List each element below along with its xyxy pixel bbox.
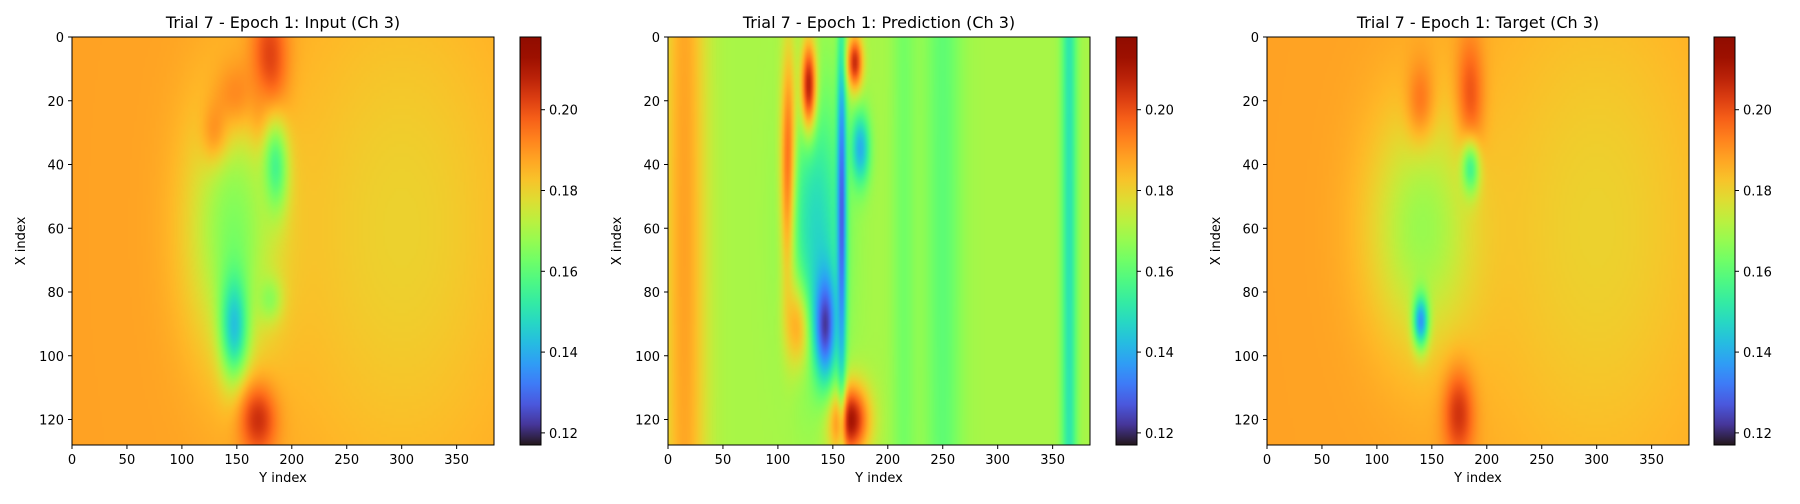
chart-panel-1: Trial 7 - Epoch 1: Input (Ch 3) 0 50 100 150… (14, 13, 578, 486)
colorbar-tick-label: 0.18 (549, 185, 578, 200)
x-tick-label: 50 (715, 453, 732, 468)
x-tick-label: 0 (1263, 453, 1271, 468)
y-tick-label: 100 (39, 350, 64, 365)
x-tick-label: 200 (1474, 453, 1499, 468)
y-axis-label: X index (1209, 216, 1224, 265)
y-tick-label: 60 (643, 222, 660, 237)
heatmap-image (72, 37, 494, 445)
plot-frame (667, 36, 1091, 446)
y-tick-label: 0 (652, 31, 660, 46)
colorbar-tick-label: 0.20 (1145, 104, 1174, 119)
colorbar-tick-label: 0.16 (1145, 265, 1174, 280)
y-tick-label: 120 (1234, 414, 1259, 429)
colorbar (519, 36, 542, 446)
colorbar-tick-label: 0.14 (549, 346, 578, 361)
chart-title: Trial 7 - Epoch 1: Input (Ch 3) (165, 13, 400, 32)
colorbar-tick-label: 0.12 (1145, 427, 1174, 442)
heatmap-image (668, 37, 1090, 445)
colorbar-tick-label: 0.12 (549, 427, 578, 442)
x-tick-label: 250 (1529, 453, 1554, 468)
x-tick-label: 0 (664, 453, 672, 468)
y-tick-label: 120 (39, 414, 64, 429)
y-tick-label: 20 (47, 95, 64, 110)
colorbar-tick-label: 0.16 (1743, 265, 1772, 280)
y-tick-label: 60 (47, 222, 64, 237)
y-tick-label: 20 (1242, 95, 1259, 110)
x-tick-label: 150 (820, 453, 845, 468)
colorbar-tick-label: 0.18 (1145, 185, 1174, 200)
y-axis-label: X index (610, 216, 625, 265)
chart-title: Trial 7 - Epoch 1: Prediction (Ch 3) (742, 13, 1015, 32)
colorbar-tick-label: 0.14 (1145, 346, 1174, 361)
x-tick-label: 200 (875, 453, 900, 468)
chart-panel-3: Trial 7 - Epoch 1: Target (Ch 3) 0 50 100 15… (1209, 13, 1772, 486)
colorbar-tick-label: 0.16 (549, 265, 578, 280)
y-tick-label: 80 (1242, 286, 1259, 301)
colorbar (1115, 36, 1138, 446)
x-tick-label: 0 (68, 453, 76, 468)
x-tick-label: 350 (1639, 453, 1664, 468)
chart-panel-2: Trial 7 - Epoch 1: Prediction (Ch 3) 0 50 1… (610, 13, 1174, 486)
x-tick-label: 100 (169, 453, 194, 468)
y-tick-label: 120 (635, 414, 660, 429)
x-tick-label: 50 (119, 453, 136, 468)
x-tick-label: 150 (1419, 453, 1444, 468)
colorbar-tick-label: 0.14 (1743, 346, 1772, 361)
x-tick-label: 300 (1584, 453, 1609, 468)
x-tick-label: 350 (1040, 453, 1065, 468)
x-axis-label: Y index (258, 471, 307, 486)
colorbar-tick-label: 0.18 (1743, 185, 1772, 200)
x-tick-label: 350 (444, 453, 469, 468)
y-tick-label: 20 (643, 95, 660, 110)
x-tick-label: 200 (279, 453, 304, 468)
x-tick-label: 300 (985, 453, 1010, 468)
y-tick-label: 0 (56, 31, 64, 46)
y-tick-label: 60 (1242, 222, 1259, 237)
y-tick-label: 100 (1234, 350, 1259, 365)
colorbar-tick-label: 0.12 (1743, 427, 1772, 442)
x-tick-label: 300 (389, 453, 414, 468)
x-tick-label: 250 (930, 453, 955, 468)
y-tick-label: 40 (1242, 159, 1259, 174)
plot-frame (71, 36, 495, 446)
x-tick-label: 100 (765, 453, 790, 468)
y-tick-label: 0 (1251, 31, 1259, 46)
heatmap-image (1267, 37, 1689, 445)
x-tick-label: 100 (1364, 453, 1389, 468)
x-tick-label: 250 (334, 453, 359, 468)
x-axis-label: Y index (1453, 471, 1502, 486)
y-tick-label: 40 (47, 159, 64, 174)
x-tick-label: 50 (1314, 453, 1331, 468)
x-axis-label: Y index (854, 471, 903, 486)
y-tick-label: 40 (643, 159, 660, 174)
y-tick-label: 80 (47, 286, 64, 301)
colorbar-tick-label: 0.20 (1743, 104, 1772, 119)
plot-frame (1266, 36, 1690, 446)
colorbar-tick-label: 0.20 (549, 104, 578, 119)
x-tick-label: 150 (224, 453, 249, 468)
y-tick-label: 100 (635, 350, 660, 365)
y-axis-label: X index (14, 216, 29, 265)
colorbar (1713, 36, 1736, 446)
y-tick-label: 80 (643, 286, 660, 301)
chart-title: Trial 7 - Epoch 1: Target (Ch 3) (1356, 13, 1599, 32)
